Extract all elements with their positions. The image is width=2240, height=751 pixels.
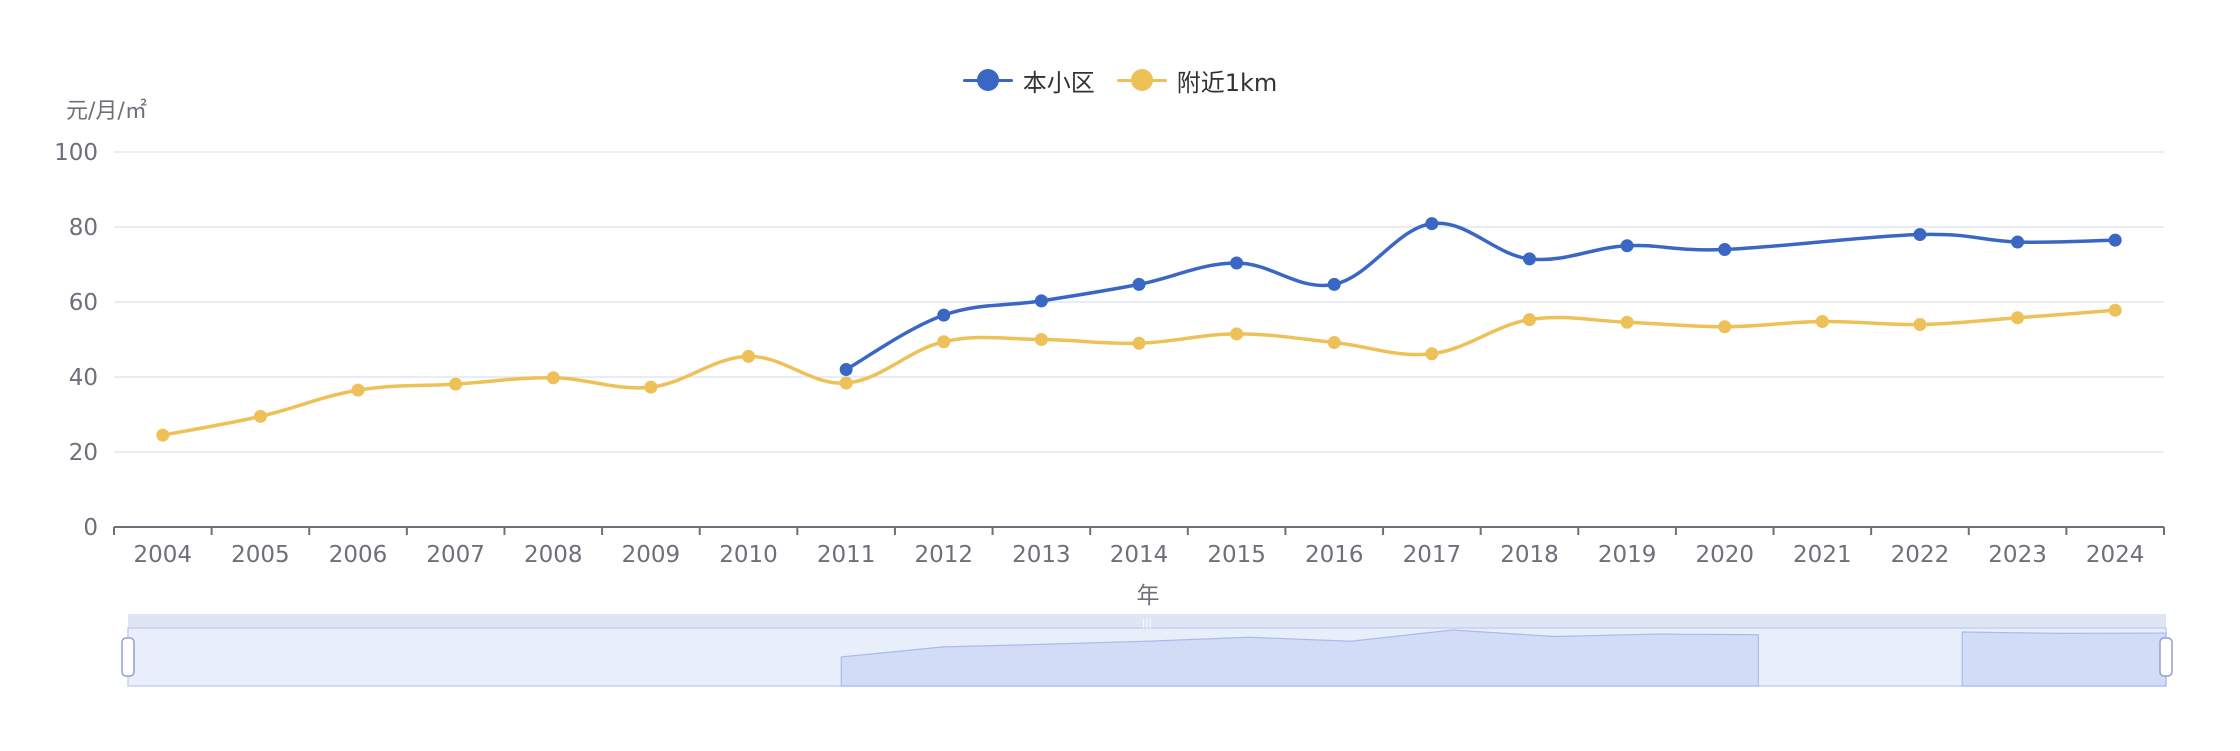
x-tick-label: 2009 [622,542,681,568]
axes: 0 20 40 60 80 100 2004 2005 2006 2007 2008 2009 2010… [54,140,2165,568]
zoom-top-bar[interactable] [128,614,2166,628]
zoom-preview-area [840,629,1759,687]
zoom-handle-start[interactable] [121,637,135,677]
x-tick-label: 2021 [1793,542,1852,568]
data-point-series-1[interactable] [1327,336,1341,349]
legend-label-series-1: 附近1km [1176,68,1278,97]
data-point-series-1[interactable] [253,409,267,423]
legend-swatch-series-0 [962,68,1013,92]
data-point-series-1[interactable] [1718,320,1732,334]
x-tick-label: 2008 [524,542,583,568]
x-tick-label: 2019 [1598,542,1657,568]
x-tick-label: 2010 [719,542,778,568]
series-line-1 [162,308,2116,437]
x-tick-label: 2013 [1012,542,1071,568]
data-point-series-1[interactable] [937,335,951,349]
data-point-series-1[interactable] [1913,318,1927,331]
legend-swatch-series-1 [1116,68,1167,92]
data-point-series-0[interactable] [1913,228,1927,241]
legend-item-series-1[interactable]: 附近1km [1116,63,1278,98]
x-tick-label: 2011 [817,542,876,568]
legend-item-series-0[interactable]: 本小区 [962,63,1095,98]
y-tick-label: 100 [54,140,98,166]
y-tick-label: 60 [69,290,98,316]
y-axis-unit-label: 元/月/㎡ [66,98,147,124]
data-zoom-slider[interactable]: ||| [121,614,2173,687]
x-tick-label: 2005 [231,542,290,568]
data-point-series-1[interactable] [449,377,463,391]
series-layer [156,217,2122,442]
legend: 本小区 附近1km [0,60,2240,100]
zoom-handle-end[interactable] [2159,637,2173,677]
x-tick-label: 2004 [134,542,193,568]
data-point-series-0[interactable] [1620,239,1634,253]
x-tick-label: 2020 [1695,542,1754,568]
data-point-series-0[interactable] [1230,256,1244,270]
data-point-series-1[interactable] [1034,333,1048,346]
x-tick-label: 2007 [426,542,485,568]
data-point-series-1[interactable] [2011,311,2025,325]
x-tick-label: 2024 [2086,542,2145,568]
data-point-series-0[interactable] [1132,277,1146,291]
x-tick-label: 2023 [1988,542,2047,568]
data-point-series-1[interactable] [1522,313,1536,327]
legend-dot-series-0 [976,69,999,91]
x-tick-label: 2015 [1207,542,1266,568]
x-tick-label: 2018 [1500,542,1559,568]
grid-lines [114,151,2164,453]
data-point-series-0[interactable] [2011,235,2025,249]
x-tick-label: 2022 [1891,542,1950,568]
data-point-series-1[interactable] [1815,315,1829,328]
zoom-drag-grip[interactable]: ||| [1142,618,1152,629]
data-point-series-1[interactable] [1620,315,1634,329]
data-point-series-0[interactable] [1425,217,1439,231]
y-tick-label: 20 [69,440,98,466]
x-axis-title: 年 [1137,583,1160,609]
y-tick-label: 40 [69,365,98,391]
data-point-series-0[interactable] [1522,252,1536,266]
x-tick-label: 2014 [1110,542,1169,568]
x-tick-label: 2017 [1403,542,1462,568]
x-tick-label: 2016 [1305,542,1364,568]
x-tick-label: 2012 [914,542,973,568]
y-tick-label: 80 [69,215,98,241]
data-point-series-0[interactable] [839,363,853,376]
data-point-series-1[interactable] [839,376,853,390]
data-point-series-0[interactable] [1718,243,1732,256]
legend-label-series-0: 本小区 [1022,68,1095,97]
y-tick-label: 0 [83,515,98,541]
data-point-series-0[interactable] [1327,277,1341,291]
data-point-series-1[interactable] [1132,336,1146,350]
legend-dot-series-1 [1130,69,1153,91]
data-point-series-1[interactable] [1230,327,1244,341]
series-line-0 [845,221,2116,372]
data-point-series-0[interactable] [1034,294,1048,308]
data-point-series-1[interactable] [546,371,560,385]
data-point-series-1[interactable] [351,383,365,397]
zoom-preview-area [1961,631,2167,687]
data-point-series-1[interactable] [156,428,170,442]
x-tick-label: 2006 [329,542,388,568]
data-point-series-1[interactable] [742,349,756,363]
data-point-series-0[interactable] [937,308,951,322]
data-point-series-0[interactable] [2108,233,2122,247]
data-point-series-1[interactable] [1425,347,1439,361]
data-point-series-1[interactable] [644,380,658,394]
data-point-series-1[interactable] [2108,303,2122,317]
